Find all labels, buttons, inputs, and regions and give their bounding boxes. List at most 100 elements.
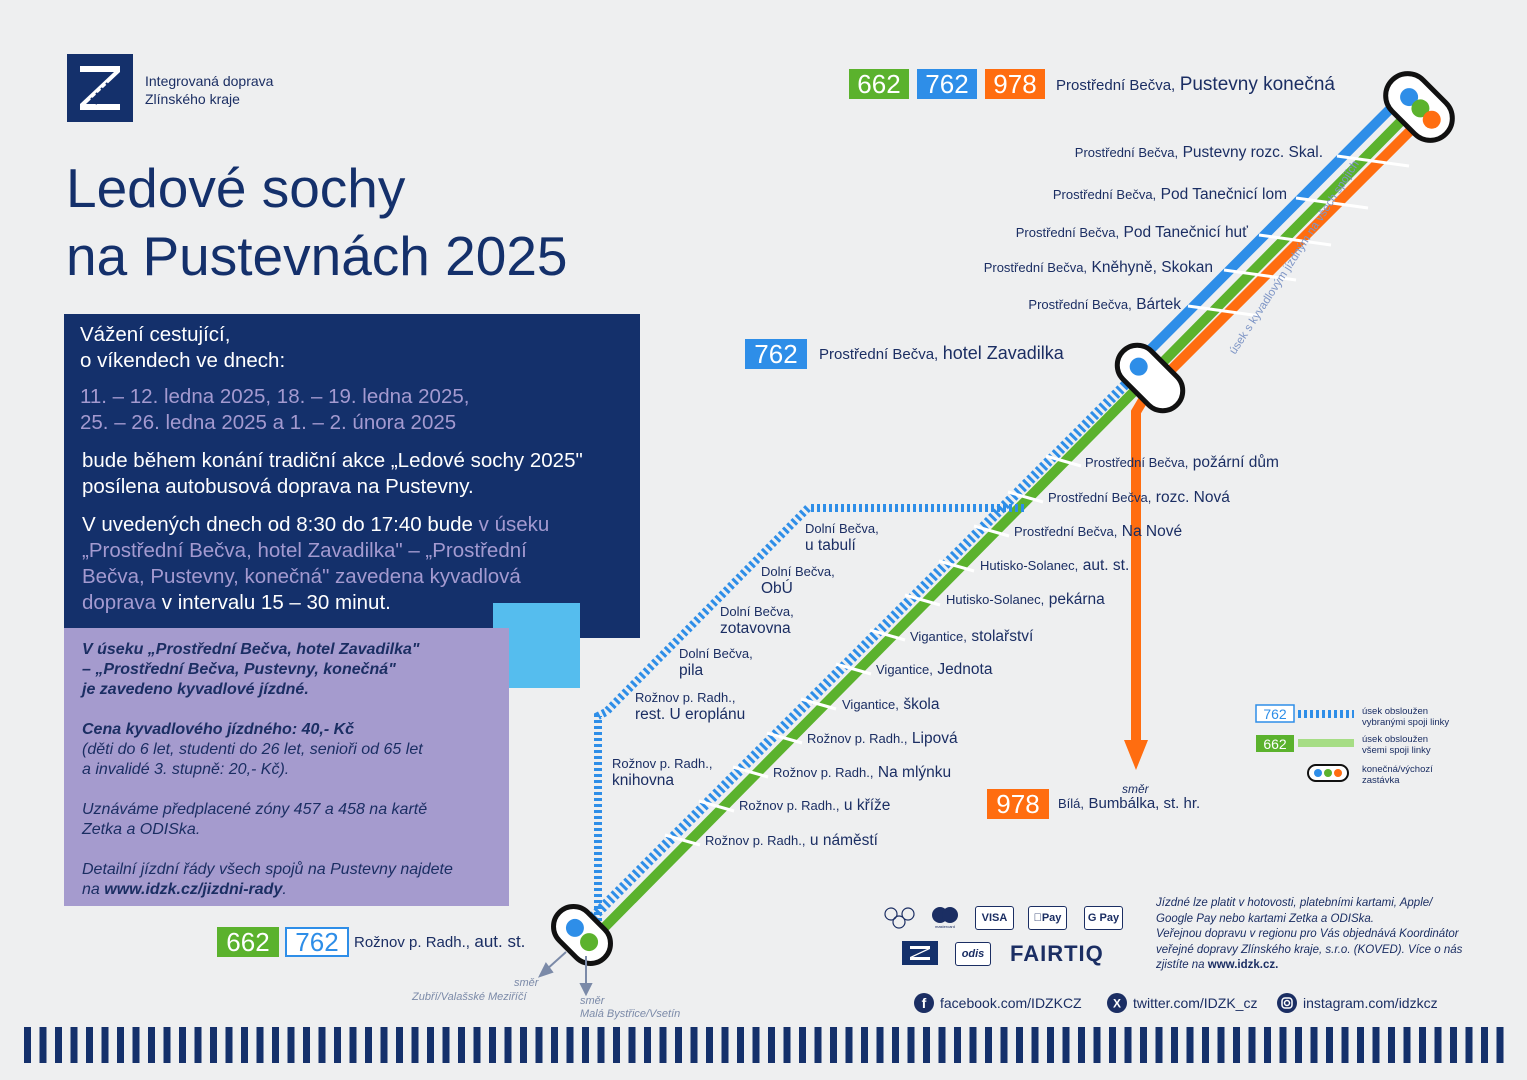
stop-big: u kříže — [843, 797, 891, 814]
stop-main-10: Rožnov p. Radh., Na mlýnku — [773, 764, 951, 782]
fare-box: V úseku „Prostřední Bečva, hotel Zavadil… — [64, 628, 509, 906]
stripe-bar — [210, 1027, 217, 1063]
direction-mala: Malá Bystřice/Vsetín — [580, 1008, 681, 1020]
website-link[interactable]: www.idzk.cz. — [1207, 959, 1279, 971]
arrow-978 — [1124, 740, 1148, 770]
line-762-upper — [1136, 91, 1408, 364]
instagram-link[interactable]: instagram.com/idzkcz — [1277, 993, 1438, 1013]
stripe-bar — [675, 1027, 682, 1063]
badge-762-roznov: 762 — [285, 927, 349, 957]
stop-small: Prostřední Bečva, — [1052, 187, 1157, 202]
stop-small: Dolní Bečva, — [805, 521, 879, 536]
odis-icon: odis — [955, 942, 991, 966]
stop-small: Rožnov p. Radh., — [807, 731, 908, 746]
stop-branch-4: Dolní Bečva, pila — [679, 645, 753, 679]
terminal-zavadilka — [1114, 342, 1186, 414]
page-title: Ledové sochy na Pustevnách 2025 — [66, 154, 568, 290]
stripe-bar — [520, 1027, 527, 1063]
stop-pustevny: Prostřední Bečva, Pustevny konečná — [1056, 74, 1335, 96]
stop-small: Rožnov p. Radh., — [705, 833, 806, 848]
note-line-3: Veřejnou dopravu v regionu pro Vás objed… — [1156, 928, 1459, 940]
fare-line-10: na www.idzk.cz/jizdni-rady. — [82, 880, 287, 900]
stripe-bar — [768, 1027, 775, 1063]
info-text-6b: v intervalu 15 – 30 minut. — [156, 591, 391, 614]
stop-zavadilka: Prostřední Bečva, hotel Zavadilka — [819, 343, 1064, 364]
stripe-bar — [225, 1027, 233, 1063]
stop-small: Vigantice, — [910, 629, 967, 644]
stop-big: škola — [903, 696, 940, 713]
stripe-bar — [737, 1027, 744, 1063]
stripe-bar — [101, 1027, 109, 1063]
stripe-bar — [1264, 1027, 1271, 1063]
stop-big: rest. U eroplánu — [635, 706, 746, 723]
stop-small: Bílá, — [1058, 796, 1085, 811]
legend-2b: všemi spoji linky — [1362, 745, 1431, 756]
stop-big: stolařství — [971, 628, 1034, 645]
stop-upper-2: Prostřední Bečva, Pod Tanečnicí lom — [1053, 186, 1287, 204]
stripe-bar — [892, 1027, 899, 1063]
stripe-bar — [1093, 1027, 1101, 1063]
fare-line-1: V úseku „Prostřední Bečva, hotel Zavadil… — [82, 641, 420, 658]
fare-line-6: a invalidé 3. stupně: 20,- Kč). — [82, 761, 290, 778]
stripe-bar — [194, 1027, 202, 1063]
stripe-bar — [442, 1027, 450, 1063]
timetable-link[interactable]: www.idzk.cz/jizdni-rady — [104, 881, 283, 898]
stop-big: Lipová — [911, 730, 958, 747]
legend-3b: zastávka — [1362, 775, 1400, 786]
stop-small: Dolní Bečva, — [720, 604, 794, 619]
instagram-text: instagram.com/idzkcz — [1303, 995, 1438, 1011]
legend-1b: vybranými spoji linky — [1362, 717, 1450, 728]
stop-small: Rožnov p. Radh., — [739, 798, 840, 813]
fare-line-2: – „Prostřední Bečva, Pustevny, konečná" — [82, 661, 396, 678]
direction-arrows — [538, 951, 593, 997]
stop-small: Hutisko-Solanec, — [946, 592, 1045, 607]
stop-upper-5: Prostřední Bečva, Bártek — [1028, 296, 1181, 314]
title-line-1: Ledové sochy — [66, 157, 406, 219]
badge-978-bila: 978 — [987, 789, 1049, 819]
legend-762-badge: 762 — [1263, 706, 1287, 722]
fare-line-9: Detailní jízdní řády všech spojů na Pust… — [82, 861, 453, 878]
stripe-bar — [1202, 1027, 1209, 1063]
stripe-bar — [86, 1027, 93, 1063]
stripe-bar — [1140, 1027, 1147, 1063]
stop-ticks-main — [664, 454, 1082, 847]
stop-small: Prostřední Bečva, — [1014, 524, 1118, 539]
stripe-bar — [1419, 1027, 1426, 1063]
direction-smer-1: směr — [514, 977, 539, 989]
footer-note: Jízdné lze platit v hotovosti, platebním… — [1156, 896, 1496, 974]
stripe-bar — [427, 1027, 434, 1063]
stripe-bar — [272, 1027, 279, 1063]
fairtiq-logo: FAIRTIQ — [1010, 941, 1104, 966]
stripe-bar — [179, 1027, 186, 1063]
facebook-link[interactable]: f facebook.com/IDZKCZ — [914, 993, 1082, 1013]
stripe-bar — [117, 1027, 124, 1063]
stripe-bar — [535, 1027, 543, 1063]
twitter-link[interactable]: X twitter.com/IDZK_cz — [1107, 993, 1257, 1013]
stripe-bar — [1403, 1027, 1411, 1063]
stop-big: Pustevny konečná — [1179, 74, 1335, 95]
idzk-logo — [67, 54, 133, 122]
stripe-bar — [256, 1027, 264, 1063]
stop-small: Prostřední Bečva, — [983, 260, 1088, 275]
facebook-text: facebook.com/IDZKCZ — [940, 995, 1082, 1011]
stop-branch-5: Rožnov p. Radh., rest. U eroplánu — [635, 689, 745, 723]
stripe-bar — [458, 1027, 465, 1063]
stop-big: ObÚ — [761, 580, 793, 597]
stop-big: Bártek — [1136, 296, 1181, 313]
stop-big: aut. st. — [1082, 557, 1130, 574]
stop-small: Prostřední Bečva, — [1056, 77, 1176, 94]
fare-line-10a: na — [82, 881, 105, 898]
stripe-bar — [163, 1027, 171, 1063]
info-text-6a: doprava — [82, 591, 157, 614]
stripe-bar — [1109, 1027, 1116, 1063]
terminal-roznov — [551, 904, 613, 966]
dates-line-1: 11. – 12. ledna 2025, 18. – 19. ledna 20… — [80, 385, 470, 408]
line-662 — [586, 100, 1422, 946]
stripe-bar — [1062, 1027, 1070, 1063]
stripe-bar — [830, 1027, 837, 1063]
stripe-bar — [1047, 1027, 1054, 1063]
stop-main-1: Prostřední Bečva, požární dům — [1085, 454, 1279, 472]
stripe-bar — [349, 1027, 357, 1063]
stripe-bar — [1295, 1027, 1302, 1063]
stripe-bar — [706, 1027, 713, 1063]
